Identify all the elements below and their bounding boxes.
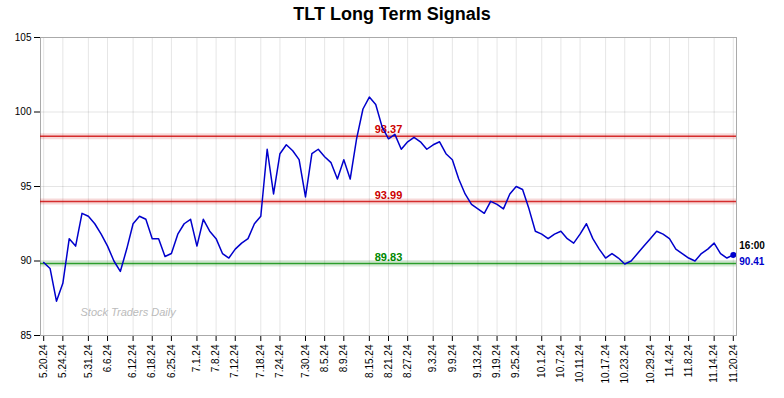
svg-text:7.18.24: 7.18.24 (255, 344, 266, 378)
svg-text:16:00: 16:00 (739, 240, 765, 251)
svg-text:5.24.24: 5.24.24 (57, 344, 68, 378)
svg-text:6.25.24: 6.25.24 (166, 344, 177, 378)
svg-text:11.8.24: 11.8.24 (683, 344, 694, 377)
svg-text:90.41: 90.41 (739, 256, 764, 267)
svg-text:98.37: 98.37 (375, 123, 403, 135)
svg-text:100: 100 (15, 106, 32, 117)
svg-text:9.13.24: 9.13.24 (472, 344, 483, 378)
svg-text:11.20.24: 11.20.24 (728, 344, 739, 383)
svg-text:10.1.24: 10.1.24 (536, 344, 547, 378)
html-text:TLT Long Term Signals: TLT Long Term Signals (293, 4, 491, 24)
svg-text:10.23.24: 10.23.24 (619, 344, 630, 383)
svg-text:Stock Traders Daily: Stock Traders Daily (81, 306, 178, 318)
svg-text:5.20.24: 5.20.24 (38, 344, 49, 378)
svg-text:8.5.24: 8.5.24 (319, 344, 330, 372)
svg-text:8.9.24: 8.9.24 (338, 344, 349, 372)
svg-text:8.21.24: 8.21.24 (383, 344, 394, 378)
svg-text:7.1.24: 7.1.24 (191, 344, 202, 372)
svg-text:85: 85 (20, 330, 32, 341)
svg-text:9.19.24: 9.19.24 (491, 344, 502, 378)
svg-text:95: 95 (20, 181, 32, 192)
svg-text:10.29.24: 10.29.24 (644, 344, 655, 383)
svg-text:9.3.24: 9.3.24 (427, 344, 438, 372)
svg-text:7.30.24: 7.30.24 (300, 344, 311, 378)
svg-text:6.12.24: 6.12.24 (127, 344, 138, 378)
svg-text:89.83: 89.83 (375, 251, 403, 263)
svg-text:7.12.24: 7.12.24 (229, 344, 240, 378)
svg-text:5.31.24: 5.31.24 (83, 344, 94, 378)
svg-text:8.15.24: 8.15.24 (364, 344, 375, 378)
svg-text:90: 90 (20, 255, 32, 266)
svg-text:11.14.24: 11.14.24 (708, 344, 719, 383)
svg-text:7.24.24: 7.24.24 (274, 344, 285, 378)
svg-text:7.8.24: 7.8.24 (210, 344, 221, 372)
svg-text:10.17.24: 10.17.24 (600, 344, 611, 383)
svg-text:11.4.24: 11.4.24 (664, 344, 675, 377)
svg-text:9.9.24: 9.9.24 (447, 344, 458, 372)
svg-text:93.99: 93.99 (375, 189, 403, 201)
svg-text:6.6.24: 6.6.24 (102, 344, 113, 372)
svg-text:10.7.24: 10.7.24 (555, 344, 566, 378)
svg-text:105: 105 (15, 32, 32, 43)
svg-text:10.11.24: 10.11.24 (574, 344, 585, 383)
svg-text:9.25.24: 9.25.24 (510, 344, 521, 378)
svg-text:8.27.24: 8.27.24 (402, 344, 413, 378)
svg-text:6.18.24: 6.18.24 (146, 344, 157, 378)
